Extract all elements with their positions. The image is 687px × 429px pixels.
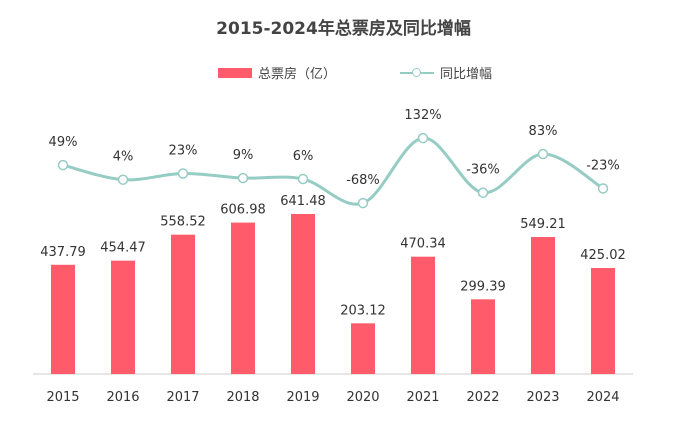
- growth-point-2019: [297, 173, 309, 185]
- bar-label-2018: 606.98: [220, 203, 266, 218]
- bar-label-2020: 203.12: [340, 303, 386, 318]
- x-tick-label-2016: 2016: [106, 390, 139, 405]
- legend-label-box-office: 总票房（亿）: [258, 67, 337, 82]
- bar-2024: [591, 267, 615, 374]
- bar-label-2016: 454.47: [100, 241, 146, 256]
- bar-label-2019: 641.48: [280, 194, 326, 209]
- growth-point-2017: [177, 168, 189, 179]
- legend-line-swatch: [400, 67, 434, 78]
- growth-line: [62, 136, 604, 206]
- bar-2023: [531, 237, 555, 374]
- bar-2020: [351, 323, 375, 374]
- growth-label-2017: 23%: [169, 144, 198, 159]
- growth-label-2019: 6%: [293, 149, 314, 164]
- bar-2018: [231, 222, 255, 374]
- bar-label-2024: 425.02: [580, 248, 626, 263]
- growth-point-2020: [357, 197, 369, 209]
- x-tick-label-2024: 2024: [586, 390, 619, 405]
- bar-2015: [51, 264, 75, 374]
- growth-point-2024: [597, 183, 609, 194]
- bar-label-2015: 437.79: [40, 245, 86, 260]
- bar-label-2017: 558.52: [160, 215, 206, 230]
- growth-point-2016: [117, 174, 129, 185]
- growth-label-2024: -23%: [586, 158, 620, 173]
- x-tick-label-2018: 2018: [226, 390, 259, 405]
- bar-label-2022: 299.39: [460, 279, 506, 294]
- growth-point-2023: [537, 148, 549, 160]
- legend-item-box-office: 总票房（亿）: [218, 63, 336, 82]
- legend: 总票房（亿） 同比增幅: [0, 63, 687, 83]
- legend-bar-swatch: [218, 67, 252, 78]
- growth-label-2023: 83%: [529, 124, 558, 139]
- bar-2019: [291, 214, 315, 374]
- x-tick-label-2023: 2023: [526, 390, 559, 405]
- growth-label-2022: -36%: [466, 163, 500, 178]
- bar-2016: [111, 260, 135, 374]
- growth-point-2018: [237, 172, 249, 184]
- x-tick-label-2017: 2017: [166, 390, 199, 405]
- legend-label-growth: 同比增幅: [440, 67, 493, 82]
- growth-point-2021: [417, 132, 429, 144]
- bar-2021: [411, 256, 435, 374]
- growth-label-2020: -68%: [346, 173, 380, 188]
- growth-label-2015: 49%: [49, 135, 78, 150]
- bar-2022: [471, 299, 495, 374]
- chart-title: 2015-2024年总票房及同比增幅: [216, 19, 471, 39]
- x-tick-label-2019: 2019: [286, 390, 319, 405]
- legend-item-growth: 同比增幅: [400, 63, 492, 82]
- bar-2017: [171, 234, 195, 374]
- growth-label-2018: 9%: [233, 148, 254, 163]
- growth-point-2022: [477, 187, 489, 198]
- growth-label-2021: 132%: [404, 108, 441, 123]
- x-tick-label-2020: 2020: [346, 390, 379, 405]
- x-tick-label-2021: 2021: [406, 390, 439, 405]
- bar-label-2021: 470.34: [400, 237, 446, 252]
- growth-point-2015: [57, 159, 69, 171]
- growth-label-2016: 4%: [113, 150, 134, 165]
- x-tick-label-2015: 2015: [46, 390, 79, 405]
- x-tick-label-2022: 2022: [466, 390, 499, 405]
- bar-label-2023: 549.21: [520, 217, 566, 232]
